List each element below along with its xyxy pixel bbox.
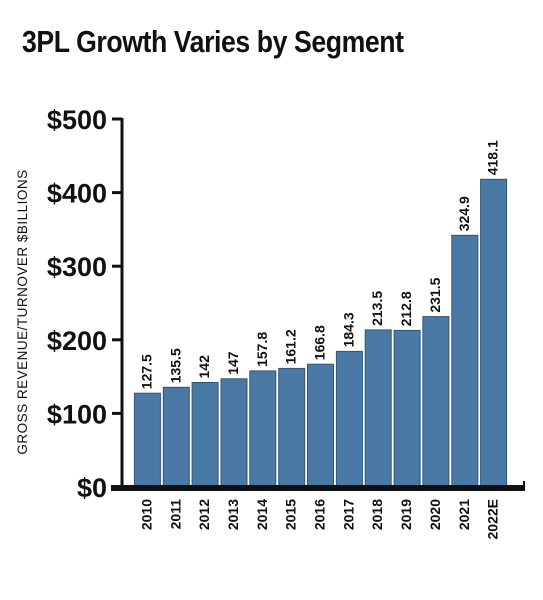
bar-2019 [393, 329, 421, 488]
y-axis: $0 $100 $200 $300 $400 $500 [47, 105, 124, 503]
data-label-2011: 135.5 [167, 348, 183, 383]
data-label-2017: 184.3 [340, 312, 356, 347]
x-tick-label-2013: 2013 [225, 499, 241, 530]
x-axis: 2010 2011 2012 2013 2014 2015 2016 2017 2018 2019… [111, 481, 525, 539]
y-axis-title: GROSS REVENUE/TURNOVER $BILLIONS [15, 169, 30, 454]
y-tick-label-500: $500 [47, 105, 107, 135]
bar-2015 [278, 367, 306, 488]
bar-2017 [335, 350, 363, 488]
data-label-2020: 231.5 [427, 277, 443, 312]
x-tick-label-2015: 2015 [283, 499, 299, 530]
chart-title: 3PL Growth Varies by Segment [22, 24, 404, 59]
bar-2012 [191, 382, 219, 488]
y-tick-label-200: $200 [47, 326, 107, 356]
x-tick-label-2016: 2016 [312, 499, 328, 530]
y-tick-label-0: $0 [77, 473, 107, 503]
data-label-2016: 166.8 [312, 325, 328, 360]
data-label-2021: 324.9 [456, 196, 472, 231]
bars-group [133, 178, 508, 488]
x-tick-label-2011: 2011 [167, 499, 183, 530]
x-tick-label-2019: 2019 [398, 499, 414, 530]
data-label-2019: 212.8 [398, 291, 414, 326]
data-label-2018: 213.5 [369, 291, 385, 326]
data-labels-group: 127.5 135.5 142 147 157.8 161.2 166.8 184.3 213.… [138, 140, 500, 389]
x-tick-label-2022E: 2022E [485, 499, 501, 539]
bar-2020 [422, 316, 450, 488]
y-tick-label-400: $400 [47, 179, 107, 209]
data-label-2015: 161.2 [283, 329, 299, 364]
data-label-2013: 147 [225, 351, 241, 375]
x-tick-label-2014: 2014 [254, 499, 270, 530]
bar-2016 [307, 363, 334, 488]
y-tick-label-100: $100 [47, 399, 107, 429]
bar-2011 [162, 386, 190, 488]
x-tick-label-2021: 2021 [456, 499, 472, 530]
bar-2013 [220, 378, 248, 488]
bar-2018 [364, 329, 392, 488]
x-tick-label-2018: 2018 [369, 499, 385, 530]
x-axis-baseline [111, 485, 525, 491]
x-tick-label-2020: 2020 [427, 499, 443, 530]
y-tick-label-300: $300 [47, 252, 107, 282]
data-label-2014: 157.8 [254, 332, 270, 367]
data-label-2012: 142 [196, 355, 212, 379]
bar-2010 [133, 392, 161, 488]
bar-2014 [249, 370, 277, 488]
x-tick-label-2017: 2017 [340, 499, 356, 530]
x-tick-label-2010: 2010 [138, 499, 154, 530]
data-label-2010: 127.5 [138, 354, 154, 389]
x-tick-label-2012: 2012 [196, 499, 212, 530]
bar-2021 [451, 234, 479, 488]
bar-2022E [480, 178, 508, 488]
data-label-2022E: 418.1 [485, 140, 501, 175]
